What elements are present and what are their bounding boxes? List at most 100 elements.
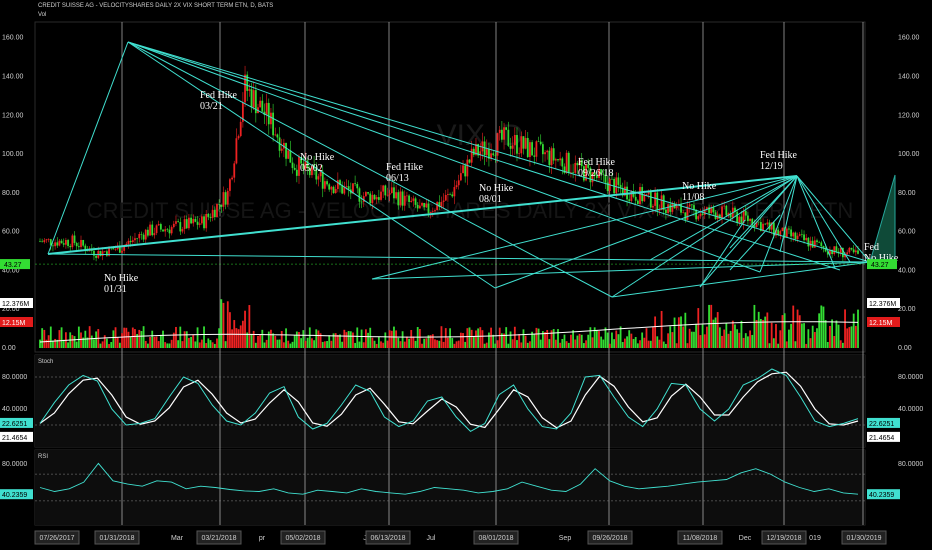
volume-bar [824, 320, 827, 348]
x-tick-box [587, 530, 633, 545]
volume-bar [844, 309, 846, 348]
candle-body [298, 156, 300, 176]
candle-body [572, 172, 575, 173]
volume-bar [481, 330, 484, 348]
volume-bar [261, 329, 264, 348]
volume-bar [326, 341, 328, 348]
candle-body [675, 205, 678, 209]
candle-body [762, 223, 764, 231]
volume-bar [304, 340, 307, 348]
volume-bar [75, 341, 78, 348]
volume-bar [99, 343, 102, 348]
candle-body [829, 249, 831, 255]
candle-body [200, 216, 203, 224]
price-panel [34, 21, 866, 353]
candle-body [168, 229, 171, 234]
volume-bar [658, 339, 661, 348]
volume-bar [535, 327, 538, 348]
volume-bar [775, 324, 777, 348]
x-tick-label: 06/13/2018 [370, 535, 405, 542]
candle-body [77, 246, 80, 248]
candle-body [162, 229, 164, 232]
volume-bar [352, 332, 354, 348]
y-tick-left: 80.00 [2, 190, 20, 197]
volume-bar [630, 333, 633, 348]
candle-body [744, 210, 747, 216]
volume-bar [455, 341, 458, 348]
candle-body [375, 197, 378, 200]
volume-bar [388, 330, 391, 348]
volume-bar [820, 305, 823, 348]
trend-line [699, 175, 798, 288]
candle-body [183, 219, 186, 229]
volume-ma-label-left: 12.376M [2, 301, 29, 308]
candle-body [285, 142, 287, 159]
volume-bar [205, 343, 208, 348]
volume-bar [131, 327, 134, 348]
rsi-badge-left [0, 489, 33, 500]
candle-body [511, 145, 514, 149]
trend-line [127, 41, 871, 263]
candle-body [699, 213, 702, 217]
candle-body [835, 246, 838, 252]
volume-bar [537, 328, 540, 348]
candle-body [369, 193, 372, 204]
volume-bar [136, 334, 139, 348]
candle-body [235, 138, 238, 164]
volume-bar [278, 339, 281, 348]
candle-body [302, 163, 305, 170]
candle-body [371, 194, 374, 204]
volume-bar [546, 330, 549, 348]
annotation-line2: 05/02 [300, 163, 323, 174]
candle-body [321, 171, 324, 189]
candle-body [397, 192, 400, 206]
candle-body [71, 235, 74, 248]
volume-bar [766, 312, 769, 348]
candle-body [585, 164, 587, 181]
volume-bar [464, 341, 467, 348]
candle-body [354, 183, 357, 185]
candle-body [643, 195, 646, 202]
volume-bar [479, 327, 482, 348]
trend-line [729, 214, 781, 271]
candle-body [52, 245, 54, 247]
candle-body [149, 224, 151, 236]
x-tick-box [280, 530, 326, 545]
candle-body [656, 192, 659, 211]
volume-bar [423, 338, 426, 348]
candle-body [308, 167, 311, 176]
candle-body [39, 241, 41, 242]
candle-body [841, 247, 844, 258]
x-tick-label: pr [259, 535, 266, 542]
volume-bar [311, 338, 313, 348]
candle-body [418, 205, 421, 209]
volume-bar [662, 341, 665, 348]
volume-bar [800, 323, 803, 348]
volume-bar [520, 342, 523, 348]
candle-body [181, 228, 184, 232]
volume-bar [194, 341, 197, 348]
candle-body [347, 186, 350, 190]
trend-line [796, 175, 871, 263]
volume-bar [706, 326, 708, 348]
volume-bar [168, 343, 171, 348]
volume-bar [384, 332, 387, 348]
volume-bar [492, 334, 495, 348]
volume-bar [82, 337, 85, 348]
candle-body [749, 218, 751, 222]
volume-bar [58, 330, 61, 348]
volume-bar [436, 340, 439, 348]
volume-bar [684, 312, 687, 348]
volume-bar [414, 340, 417, 348]
volume-bar [410, 329, 413, 348]
volume-bar [447, 337, 449, 348]
candle-body [399, 191, 402, 206]
candle-body [617, 177, 620, 185]
candle-body [490, 153, 492, 159]
candle-body [857, 250, 859, 254]
candle-body [291, 162, 294, 168]
stoch-badge-right [867, 417, 900, 428]
y-tick-left: 120.00 [2, 112, 24, 119]
volume-bar [744, 333, 747, 348]
